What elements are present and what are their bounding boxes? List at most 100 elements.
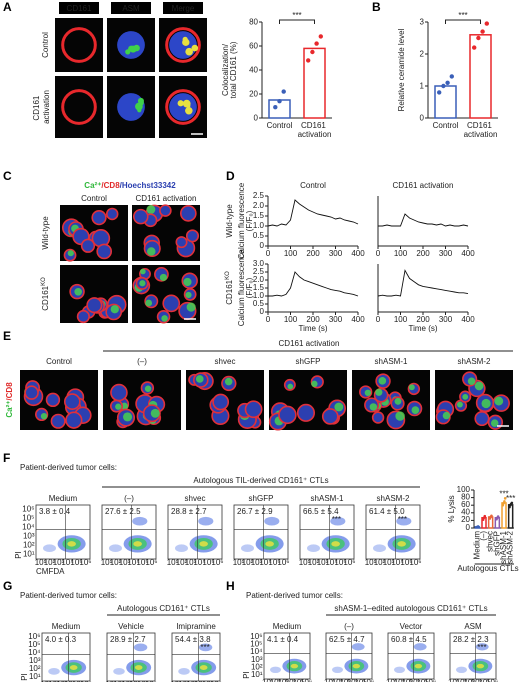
data-point — [503, 497, 507, 500]
asm-spot — [185, 103, 191, 109]
nucleus — [169, 93, 197, 121]
data-point — [437, 90, 442, 95]
panel-letter: E — [3, 329, 11, 343]
cell — [212, 393, 230, 411]
x-tick-label: 10¹ — [365, 558, 377, 567]
cell-population — [307, 544, 320, 552]
cell-population — [414, 663, 423, 669]
y-tick-label: 0 — [254, 114, 259, 123]
significance: *** — [477, 643, 486, 652]
row-label: Control — [41, 32, 50, 58]
asm-spot — [185, 47, 193, 56]
x-tick-label: 10² — [110, 558, 122, 567]
x-tick-label: 10⁴ — [325, 558, 338, 567]
panel-letter: F — [3, 451, 10, 465]
label-line: CD161 — [467, 121, 494, 130]
channel-header: Merge — [172, 4, 195, 13]
calcium — [394, 397, 402, 405]
x-tick-label: 10⁴ — [193, 558, 206, 567]
cell-population — [393, 666, 406, 674]
y-tick-label: 2.5 — [253, 191, 265, 200]
cell-population — [351, 643, 365, 651]
cell-population — [455, 666, 468, 674]
x-tick-label: 10³ — [56, 680, 68, 682]
gate-value: 28.9 ± 2.7 — [110, 635, 146, 644]
x-tick-label: 10³ — [383, 558, 395, 567]
data-point — [310, 49, 315, 55]
y-axis-label: Calcium fluorescence — [237, 249, 246, 326]
y-tick-label: 0 — [260, 241, 265, 250]
cell-population — [133, 643, 148, 652]
calcium — [411, 406, 420, 414]
y-axis-label: Relative ceramide level — [397, 28, 406, 111]
nucleus — [169, 31, 197, 59]
plot-title: Vector — [400, 622, 423, 631]
x-tick-label: 10³ — [401, 678, 413, 682]
cell-population — [373, 544, 386, 552]
x-tick-label: 10⁵ — [137, 680, 149, 682]
x-tick-label: 10⁶ — [409, 558, 421, 567]
x-tick-label: 10² — [48, 680, 60, 682]
calcium — [145, 299, 153, 307]
x-tick-label: CD161 activation — [298, 121, 332, 139]
cell-population — [133, 541, 142, 547]
y-tick-label: 0 — [466, 523, 471, 532]
x-tick-label: 10³ — [251, 558, 263, 567]
y-tick-label: 10⁴ — [28, 648, 41, 657]
y-tick-label: 0 — [420, 114, 425, 123]
membrane — [165, 27, 201, 63]
label-line: CD161 — [301, 121, 328, 130]
x-tick-label: 10⁶ — [300, 678, 312, 682]
y-tick-label: 1 — [420, 82, 425, 91]
column-label: CD161 activation — [136, 194, 197, 203]
x-tick-label: 10⁶ — [145, 558, 157, 567]
column-label: Control — [81, 194, 107, 203]
x-tick-label: 300 — [329, 315, 343, 324]
x-tick-label: (–) — [479, 531, 488, 541]
x-tick-label: 200 — [416, 315, 430, 324]
x-tick-label: 10⁵ — [478, 678, 490, 682]
cell — [278, 405, 297, 425]
data-point — [490, 514, 493, 518]
x-tick-label: 300 — [329, 249, 343, 258]
stain-title-part: /CD8 — [101, 181, 120, 190]
significance: *** — [292, 11, 301, 20]
x-tick-label: 0 — [376, 249, 381, 258]
data-point — [318, 34, 323, 39]
y-axis-label: (F/F₀) — [245, 210, 254, 231]
x-tick-label: 10¹ — [233, 558, 245, 567]
cell — [86, 297, 103, 314]
calcium — [195, 375, 204, 383]
x-tick-label: 10⁴ — [471, 678, 484, 682]
x-tick-label: 10³ — [277, 678, 289, 682]
x-tick-label: 10¹ — [448, 678, 460, 682]
membrane — [61, 27, 97, 63]
x-tick-label: 400 — [461, 249, 475, 258]
data-point — [273, 105, 278, 110]
y-tick-label: 1.0 — [253, 291, 265, 300]
column-label: shGFP — [296, 357, 321, 366]
cell-population — [199, 541, 208, 547]
row-label: Wild-type — [225, 204, 234, 238]
nucleus — [117, 93, 145, 121]
y-tick-label: 100 — [457, 485, 471, 494]
significance: *** — [398, 515, 407, 524]
x-tick-label: 10⁴ — [64, 680, 77, 682]
row-label: CD161 activation — [32, 90, 51, 124]
x-tick-label: 10⁶ — [486, 678, 498, 682]
gate-value: 60.8 ± 4.5 — [391, 635, 427, 644]
x-tick-label: 10⁴ — [285, 678, 298, 682]
x-tick-label: 10⁵ — [354, 678, 366, 682]
x-tick-label: 10⁵ — [136, 558, 148, 567]
calcium — [183, 277, 192, 287]
y-tick-label: 10³ — [29, 656, 41, 665]
calcium — [123, 412, 133, 422]
y-tick-label: 10⁴ — [22, 523, 35, 532]
row-label: CD161KO — [225, 271, 234, 305]
cell — [321, 408, 339, 425]
heading: Patient-derived tumor cells: — [20, 591, 117, 600]
data-point — [281, 89, 286, 94]
bar — [303, 47, 326, 119]
y-tick-label: 2.0 — [253, 275, 265, 284]
cell-population — [69, 665, 78, 670]
